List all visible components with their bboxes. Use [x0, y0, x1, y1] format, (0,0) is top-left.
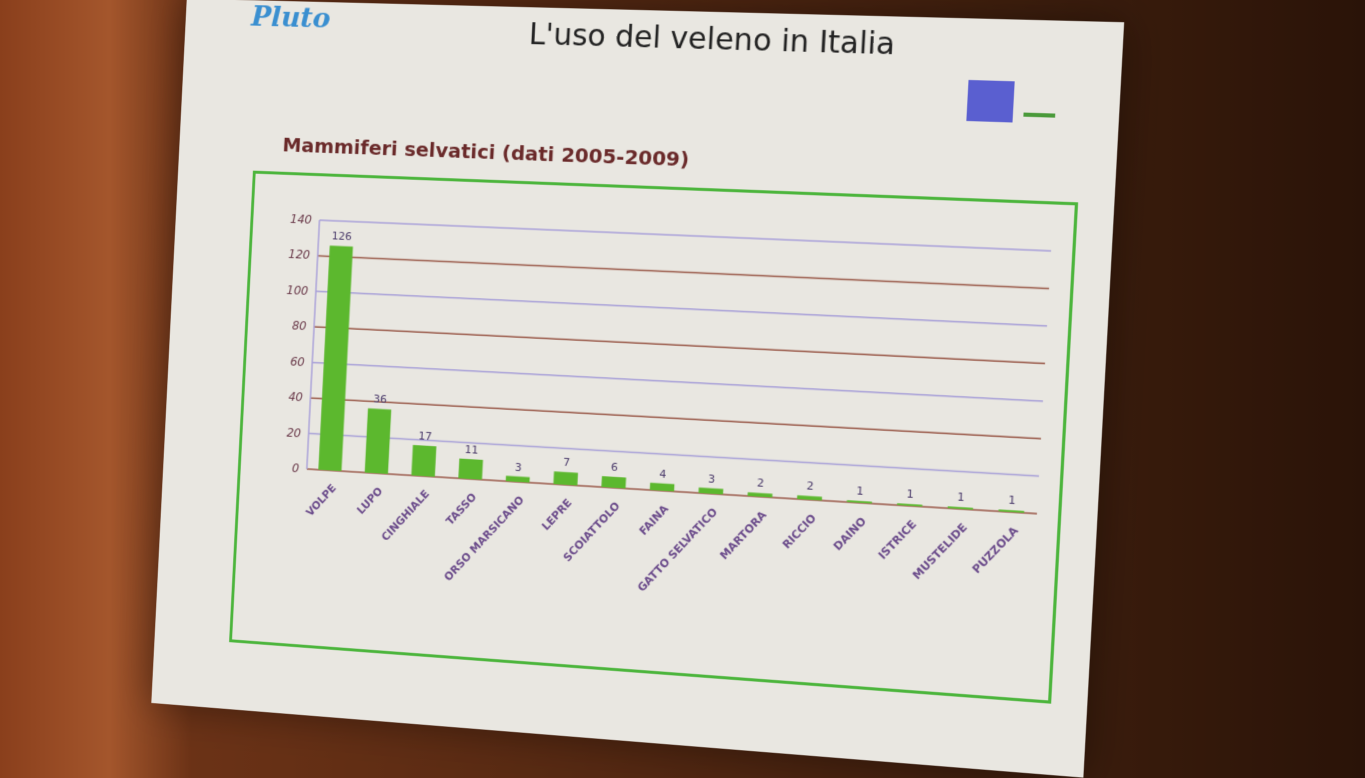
x-tick-label: ISTRICE — [876, 518, 920, 562]
data-label: 1 — [957, 490, 965, 504]
gridline — [312, 362, 1043, 401]
bar — [553, 471, 579, 486]
eu-flag-icon — [966, 79, 1015, 123]
chart-title: Mammiferi selvatici (dati 2005-2009) — [281, 132, 690, 172]
gridline — [319, 220, 1051, 251]
data-label: 2 — [757, 476, 765, 490]
x-tick-label: MUSTELIDE — [910, 521, 970, 583]
x-tick-label: RICCIO — [780, 511, 819, 551]
data-label: 6 — [611, 460, 619, 474]
gridline — [314, 327, 1045, 364]
pluto-logo: Pluto — [250, 0, 332, 35]
y-tick-label: 60 — [290, 354, 305, 369]
bar-chart: 020406080100120140126VOLPE36LUPO17CINGHI… — [286, 212, 1075, 594]
x-tick-label: MARTORA — [717, 508, 770, 562]
data-label: 4 — [659, 467, 667, 481]
bar — [411, 444, 437, 477]
data-label: 11 — [465, 443, 479, 457]
projected-slide: Pluto L'uso del veleno in Italia Mammife… — [151, 0, 1125, 778]
bar — [364, 408, 392, 474]
bar — [602, 476, 626, 489]
x-tick-label: LUPO — [354, 484, 385, 516]
y-tick-label: 20 — [286, 425, 301, 440]
data-label: 7 — [563, 456, 571, 470]
bar — [505, 475, 530, 483]
y-tick-label: 100 — [286, 283, 308, 298]
bar — [318, 245, 353, 472]
x-tick-label: LEPRE — [539, 496, 574, 533]
data-label: 126 — [332, 230, 353, 244]
life-logo-icon — [1023, 81, 1057, 118]
data-label: 2 — [806, 479, 814, 493]
x-tick-label: VOLPE — [303, 482, 338, 519]
y-tick-label: 80 — [292, 319, 307, 334]
data-label: 17 — [418, 429, 432, 443]
data-label: 1 — [906, 487, 914, 501]
x-tick-label: DAINO — [831, 514, 869, 553]
gridline — [318, 256, 1049, 289]
data-label: 1 — [1008, 493, 1016, 507]
x-tick-label: CINGHIALE — [379, 487, 432, 543]
bar — [698, 487, 724, 495]
data-label: 1 — [856, 484, 864, 498]
y-tick-label: 0 — [292, 461, 300, 475]
y-tick-label: 120 — [288, 247, 310, 262]
bar — [649, 482, 675, 492]
gridline — [316, 291, 1047, 326]
slide-title: L'uso del veleno in Italia — [528, 17, 897, 63]
bar — [458, 458, 484, 480]
y-tick-label: 140 — [290, 212, 312, 227]
x-tick-label: TASSO — [443, 490, 479, 528]
x-tick-label: PUZZOLA — [969, 523, 1021, 576]
chart-frame: 0 20 40 60 80 100 120 140 126 VOLPE 36 LUPO 17 CINGHI… — [229, 170, 1079, 704]
data-label: 3 — [515, 460, 523, 474]
y-tick-label: 40 — [288, 390, 303, 405]
data-label: 36 — [373, 393, 387, 407]
data-label: 3 — [708, 472, 716, 486]
x-tick-label: FAINA — [637, 502, 672, 538]
